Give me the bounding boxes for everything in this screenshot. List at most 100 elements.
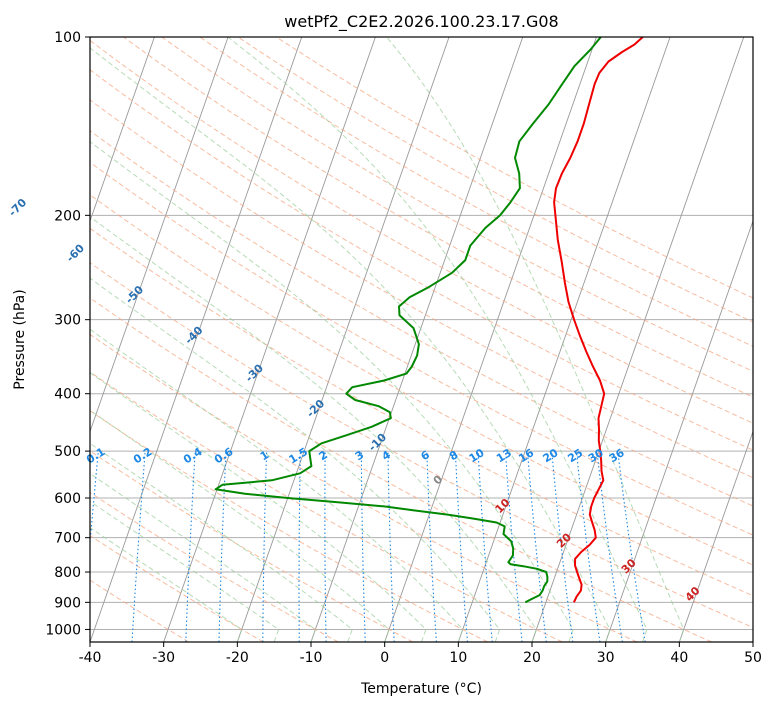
dry-adiabat xyxy=(90,579,190,642)
x-tick-label: 10 xyxy=(449,650,467,666)
isotherm-label: -70 xyxy=(6,196,29,219)
mixing-ratio-line xyxy=(185,451,196,642)
moist-adiabat xyxy=(90,372,427,642)
mixing-ratio-line xyxy=(477,451,493,642)
dry-adiabat xyxy=(90,371,563,642)
y-tick-label: 100 xyxy=(54,30,81,46)
mixing-ratio-label: 0.2 xyxy=(131,445,154,466)
axis-ticks: -40 -30 -20 -10 0 10 20 30 40 5010020030040050060… xyxy=(45,30,762,666)
x-tick-label: 50 xyxy=(744,650,762,666)
moist-adiabat xyxy=(90,500,280,642)
mixing-ratio-label: 0.1 xyxy=(84,445,107,466)
dry-adiabat xyxy=(199,37,753,347)
mixing-ratio-line xyxy=(360,451,366,642)
x-tick-label: -30 xyxy=(152,650,175,666)
x-tick-label: -40 xyxy=(79,650,102,666)
mixing-ratio-label: 10 xyxy=(467,446,487,465)
mixing-ratio-label: 3 xyxy=(353,448,366,463)
mixing-ratio-label: 0.4 xyxy=(181,445,205,467)
moist-adiabat xyxy=(227,37,648,642)
mixing-ratio-label: 1.5 xyxy=(287,445,310,466)
mixing-ratio-label: 20 xyxy=(541,446,561,465)
mixing-ratio-line xyxy=(551,451,574,642)
dry-adiabat xyxy=(90,161,753,536)
isotherm-line xyxy=(90,37,155,223)
mixing-ratio-label: 0.6 xyxy=(212,445,236,467)
dry-adiabat xyxy=(90,333,638,642)
dry-adiabat xyxy=(123,37,753,398)
moist-adiabat xyxy=(90,47,611,642)
dry-adiabat xyxy=(90,69,753,451)
moist-adiabat xyxy=(90,277,501,642)
y-tick-label: 600 xyxy=(54,491,81,507)
moist-adiabat xyxy=(90,442,353,642)
y-tick-label: 900 xyxy=(54,595,81,611)
x-tick-label: 30 xyxy=(597,650,615,666)
profile-lines xyxy=(214,37,644,604)
mixing-ratio-line xyxy=(575,451,601,642)
dry-adiabat xyxy=(237,37,753,323)
isotherm-line xyxy=(90,37,229,433)
x-tick-label: 20 xyxy=(523,650,541,666)
isotherm-value-label: 20 xyxy=(554,530,574,550)
plot-frame xyxy=(89,36,754,643)
mixing-ratio-line xyxy=(90,451,99,550)
mixing-ratio-label: 8 xyxy=(447,448,460,463)
mixing-ratio-line xyxy=(387,451,395,642)
y-tick-label: 700 xyxy=(54,531,81,547)
y-tick-label: 200 xyxy=(54,208,81,224)
dry-adiabat xyxy=(161,37,753,372)
dry-adiabat xyxy=(90,410,488,642)
mixing-ratio-line xyxy=(454,451,469,642)
isotherm-label: -60 xyxy=(64,241,87,264)
dry-adiabat xyxy=(90,297,712,642)
mixing-ratio-line xyxy=(526,451,547,642)
mixing-ratio-label: 36 xyxy=(607,446,627,465)
mixing-ratio-line xyxy=(617,451,646,642)
isotherm-value-label: 40 xyxy=(683,584,703,604)
mixing-ratio-label: 25 xyxy=(565,446,585,465)
dry-adiabat xyxy=(90,99,753,479)
mixing-ratio-label: 30 xyxy=(586,446,606,465)
moist-adiabat xyxy=(90,526,243,642)
mixing-ratio-label: 2 xyxy=(317,448,330,463)
moist-adiabat xyxy=(90,328,464,642)
chart-title: wetPf2_C2E2.2026.100.23.17.G08 xyxy=(284,12,558,32)
dry-adiabat xyxy=(90,534,264,642)
mixing-ratio-line xyxy=(262,451,268,642)
isotherm-label: -30 xyxy=(243,361,266,384)
dry-adiabat xyxy=(90,227,753,597)
x-tick-label: 0 xyxy=(380,650,389,666)
x-tick-label: 40 xyxy=(670,650,688,666)
dry-adiabat xyxy=(90,194,753,566)
x-axis-label: Temperature (°C) xyxy=(360,681,482,697)
mixing-ratio-line xyxy=(596,451,623,642)
moist-adiabat xyxy=(90,409,390,642)
x-tick-label: -20 xyxy=(226,650,249,666)
isotherm-line xyxy=(752,640,753,642)
mixing-ratio-line xyxy=(504,451,523,642)
isotherm-label: -40 xyxy=(182,324,205,347)
x-tick-label: -10 xyxy=(300,650,323,666)
temperature-profile xyxy=(553,37,644,603)
isotherm-line xyxy=(163,37,376,642)
moist-adiabat xyxy=(386,37,685,642)
isotherm-line xyxy=(605,219,753,642)
y-tick-label: 500 xyxy=(54,444,81,460)
y-tick-label: 400 xyxy=(54,387,81,403)
moist-adiabat xyxy=(90,140,574,642)
mixing-ratio-label: 4 xyxy=(380,448,394,463)
dry-adiabat xyxy=(90,130,753,507)
y-tick-label: 300 xyxy=(54,313,81,329)
isotherm-label: -50 xyxy=(123,283,146,306)
dry-adiabat xyxy=(90,491,339,642)
y-tick-label: 800 xyxy=(54,565,81,581)
dry-adiabat xyxy=(90,450,414,642)
background-lines xyxy=(90,37,753,642)
mixing-ratio-label: 16 xyxy=(516,446,536,465)
mixing-ratio-label: 13 xyxy=(494,446,514,465)
mixing-ratio-label: 6 xyxy=(419,448,433,463)
isotherm-line xyxy=(457,37,671,642)
mixing-ratio-line xyxy=(324,451,327,642)
